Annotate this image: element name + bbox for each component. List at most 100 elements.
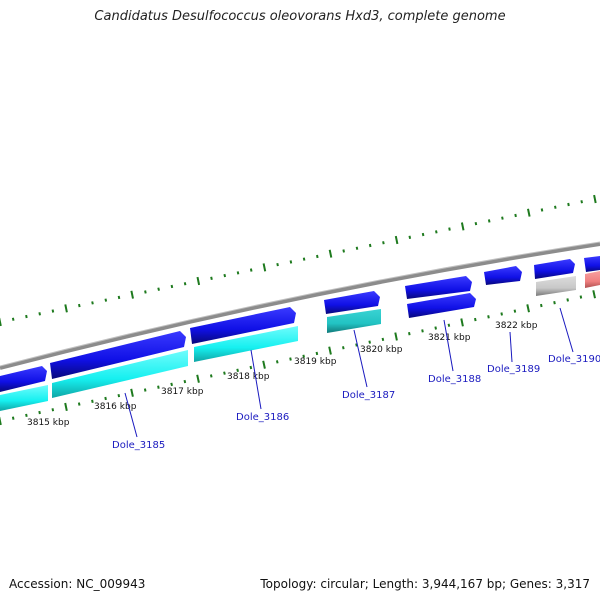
cds-forward-3[interactable] [190, 307, 296, 344]
tick-mark [78, 303, 81, 308]
tick-mark [11, 416, 15, 420]
tick-mark [368, 340, 371, 344]
tick-mark [435, 230, 438, 234]
tick-mark [342, 249, 345, 253]
tick-mark [567, 202, 570, 207]
tick-mark [447, 323, 451, 327]
kbp-label: 3820 kbp [360, 345, 403, 355]
tick-mark [382, 241, 385, 245]
tick-mark [130, 388, 134, 397]
tick-mark [209, 374, 213, 378]
gene-leader-line [353, 329, 368, 388]
tick-mark [474, 221, 478, 226]
tick-mark [434, 326, 437, 330]
tick-mark [157, 385, 160, 389]
cds-forward-4[interactable] [324, 291, 380, 314]
tick-mark [38, 312, 41, 316]
tick-mark [117, 295, 121, 300]
tick-mark [276, 262, 279, 267]
tick-mark [223, 371, 226, 375]
tick-mark [328, 249, 333, 258]
tick-mark [38, 410, 41, 415]
tick-mark [540, 208, 544, 212]
tick-mark [421, 232, 425, 237]
feature-pink[interactable] [585, 271, 600, 288]
tick-mark [368, 243, 372, 248]
tick-mark [500, 312, 503, 316]
tick-mark [408, 332, 411, 336]
tick-mark [51, 408, 55, 412]
cds-reverse-1[interactable] [0, 385, 48, 411]
tick-mark [554, 205, 557, 209]
cds-forward-9[interactable] [584, 256, 600, 272]
tick-mark [593, 194, 597, 204]
gene-label-dole-3189[interactable]: Dole_3189 [487, 364, 540, 375]
feature-grey[interactable] [536, 276, 576, 296]
tick-mark [579, 295, 583, 299]
tick-mark [302, 354, 305, 358]
tick-mark [64, 304, 68, 313]
outer-tick-ring [0, 194, 597, 327]
tick-mark [51, 309, 55, 313]
tick-mark [501, 216, 504, 220]
tick-mark [130, 290, 134, 299]
tick-mark [355, 343, 358, 347]
tick-mark [315, 351, 319, 356]
tick-mark [394, 235, 399, 245]
tick-mark [526, 304, 530, 313]
tick-mark [91, 399, 94, 403]
tick-mark [249, 268, 253, 272]
cds-forward-7[interactable] [484, 266, 522, 285]
tick-mark [25, 413, 28, 418]
tick-mark [183, 379, 187, 384]
tick-mark [460, 222, 465, 231]
kbp-label: 3822 kbp [495, 321, 538, 331]
gene-label-dole-3186[interactable]: Dole_3186 [236, 412, 289, 423]
gene-label-dole-3188[interactable]: Dole_3188 [428, 374, 481, 385]
gene-label-dole-3187[interactable]: Dole_3187 [342, 390, 395, 401]
gene-leader-line [443, 319, 454, 372]
cds-reverse-2[interactable] [52, 350, 188, 398]
tick-mark [421, 329, 424, 333]
inner-tick-ring [0, 290, 596, 426]
tick-mark [566, 298, 569, 302]
tick-mark [355, 246, 359, 250]
tick-mark [117, 393, 121, 398]
cds-forward-6[interactable] [407, 293, 476, 318]
gene-leader-line [509, 331, 513, 363]
tick-mark [474, 317, 477, 322]
tick-mark [592, 290, 596, 299]
cds-forward-1[interactable] [0, 366, 47, 392]
tick-mark [11, 317, 15, 321]
tick-mark [91, 301, 94, 305]
kbp-label: 3817 kbp [161, 387, 204, 397]
cds-forward-5[interactable] [405, 276, 472, 299]
cds-forward-8[interactable] [534, 259, 575, 279]
tick-mark [487, 315, 490, 319]
tick-mark [553, 301, 556, 305]
gene-leader-line [559, 307, 574, 353]
cds-reverse-4[interactable] [327, 309, 381, 333]
tick-mark [104, 396, 107, 401]
tick-mark [170, 284, 174, 289]
tick-mark [196, 276, 201, 286]
tick-mark [408, 235, 412, 239]
gene-label-dole-3190[interactable]: Dole_3190 [548, 354, 600, 365]
tick-mark [342, 346, 345, 350]
tick-mark [236, 271, 240, 275]
gene-label-dole-3185[interactable]: Dole_3185 [112, 440, 165, 451]
kbp-label: 3821 kbp [428, 333, 471, 343]
tick-mark [527, 208, 531, 217]
tick-mark [448, 227, 451, 231]
cds-reverse-3[interactable] [194, 326, 298, 362]
tick-mark [223, 273, 227, 278]
tick-mark [157, 287, 160, 291]
tick-mark [540, 303, 543, 308]
tick-mark [302, 257, 306, 261]
tick-mark [196, 374, 200, 383]
cds-forward-2[interactable] [50, 331, 186, 379]
tick-mark [394, 332, 398, 341]
tick-mark [316, 254, 319, 259]
tick-mark [104, 298, 108, 302]
